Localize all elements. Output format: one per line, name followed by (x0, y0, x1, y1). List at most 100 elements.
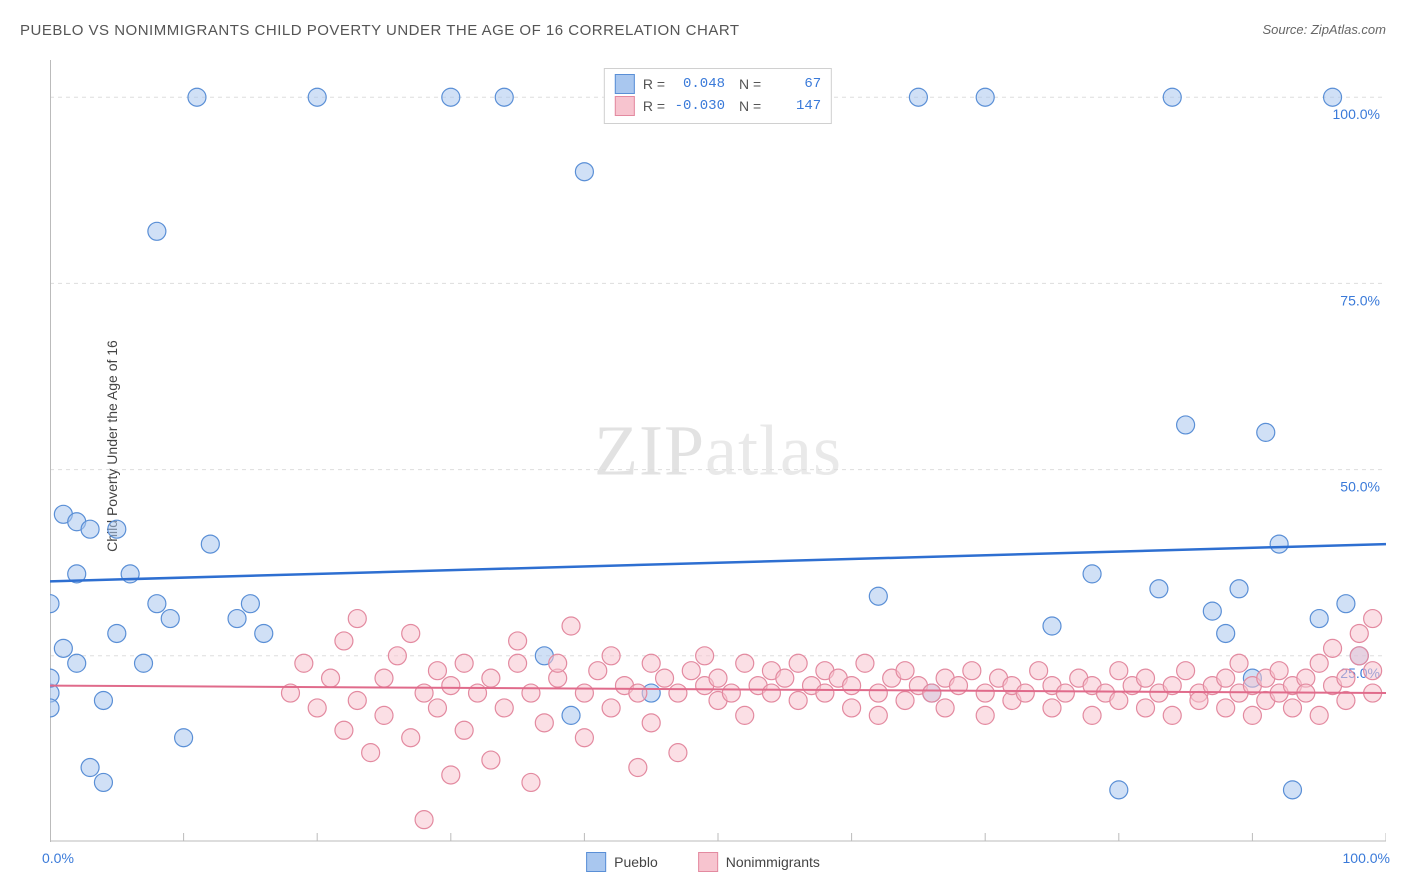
data-point (375, 669, 393, 687)
data-point (869, 684, 887, 702)
data-point (1270, 535, 1288, 553)
data-point (642, 714, 660, 732)
data-point (535, 714, 553, 732)
data-point (108, 520, 126, 538)
data-point (1030, 662, 1048, 680)
data-point (562, 706, 580, 724)
data-point (1283, 699, 1301, 717)
data-point (108, 624, 126, 642)
data-point (335, 632, 353, 650)
data-point (201, 535, 219, 553)
legend-item-label: Nonimmigrants (726, 854, 820, 870)
legend-item: Nonimmigrants (698, 852, 820, 872)
legend-item-label: Pueblo (614, 854, 658, 870)
data-point (428, 699, 446, 717)
data-point (896, 662, 914, 680)
x-axis-max-label: 100.0% (1343, 850, 1390, 866)
data-point (348, 691, 366, 709)
data-point (575, 729, 593, 747)
data-point (428, 662, 446, 680)
data-point (1230, 654, 1248, 672)
correlation-legend: R =0.048N =67R =-0.030N =147 (604, 68, 832, 124)
legend-swatch (698, 852, 718, 872)
y-tick-label: 75.0% (1340, 292, 1380, 308)
data-point (736, 654, 754, 672)
data-point (1163, 88, 1181, 106)
trend-line (50, 544, 1386, 581)
y-tick-label: 100.0% (1333, 106, 1380, 122)
data-point (1110, 662, 1128, 680)
data-point (1163, 706, 1181, 724)
data-point (856, 654, 874, 672)
legend-swatch (615, 96, 635, 116)
data-point (776, 669, 794, 687)
data-point (762, 684, 780, 702)
data-point (629, 759, 647, 777)
data-point (148, 222, 166, 240)
data-point (362, 744, 380, 762)
data-point (843, 677, 861, 695)
data-point (1190, 691, 1208, 709)
data-point (936, 699, 954, 717)
data-point (161, 610, 179, 628)
data-point (1016, 684, 1034, 702)
data-point (335, 721, 353, 739)
data-point (1270, 662, 1288, 680)
legend-r-label: R = (643, 98, 665, 114)
series-nonimmigrants (281, 610, 1381, 829)
data-point (455, 721, 473, 739)
data-point (656, 669, 674, 687)
data-point (322, 669, 340, 687)
legend-r-value: -0.030 (673, 98, 725, 114)
data-point (669, 744, 687, 762)
data-point (1056, 684, 1074, 702)
legend-row: R =0.048N =67 (615, 73, 821, 95)
data-point (602, 699, 620, 717)
data-point (509, 654, 527, 672)
source-attribution: Source: ZipAtlas.com (1262, 22, 1386, 37)
data-point (575, 163, 593, 181)
data-point (94, 773, 112, 791)
data-point (1230, 580, 1248, 598)
data-point (642, 654, 660, 672)
data-point (963, 662, 981, 680)
data-point (1243, 706, 1261, 724)
data-point (909, 88, 927, 106)
data-point (509, 632, 527, 650)
data-point (388, 647, 406, 665)
data-point (482, 751, 500, 769)
data-point (696, 647, 714, 665)
legend-swatch (586, 852, 606, 872)
legend-r-value: 0.048 (673, 76, 725, 92)
data-point (722, 684, 740, 702)
scatter-plot: 25.0%50.0%75.0%100.0% (50, 60, 1386, 842)
legend-n-value: 147 (769, 98, 821, 114)
data-point (562, 617, 580, 635)
data-point (241, 595, 259, 613)
data-point (1310, 654, 1328, 672)
data-point (54, 639, 72, 657)
data-point (402, 624, 420, 642)
chart-area: ZIPatlas 25.0%50.0%75.0%100.0% R =0.048N… (50, 60, 1386, 842)
data-point (869, 706, 887, 724)
data-point (522, 684, 540, 702)
data-point (135, 654, 153, 672)
legend-item: Pueblo (586, 852, 658, 872)
data-point (1043, 617, 1061, 635)
data-point (949, 677, 967, 695)
data-point (1364, 610, 1382, 628)
data-point (415, 811, 433, 829)
data-point (148, 595, 166, 613)
data-point (976, 88, 994, 106)
data-point (709, 669, 727, 687)
data-point (1310, 706, 1328, 724)
data-point (1324, 639, 1342, 657)
data-point (50, 595, 59, 613)
data-point (81, 520, 99, 538)
data-point (50, 699, 59, 717)
data-point (348, 610, 366, 628)
data-point (869, 587, 887, 605)
data-point (1203, 602, 1221, 620)
data-point (1364, 662, 1382, 680)
data-point (1177, 416, 1195, 434)
